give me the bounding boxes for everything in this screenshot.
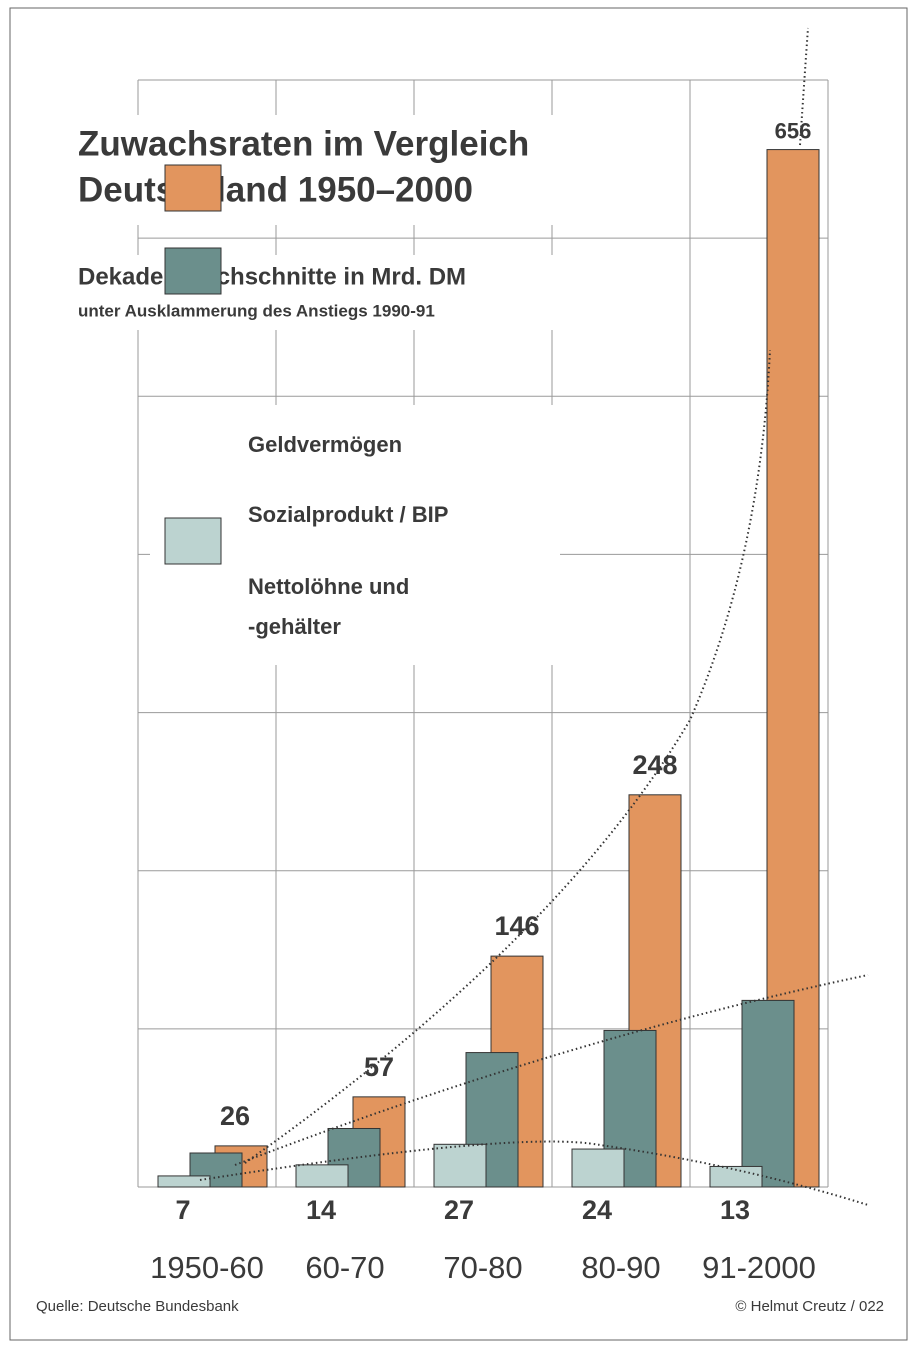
data-label: 57 xyxy=(364,1052,394,1082)
trend-line xyxy=(234,974,869,1166)
bar xyxy=(571,1148,625,1188)
legend-label: Sozialprodukt / BIP xyxy=(248,502,448,527)
x-tick-label: 80-90 xyxy=(581,1250,660,1285)
trend-line xyxy=(244,349,771,1164)
data-label: 24 xyxy=(582,1195,612,1225)
data-label: 7 xyxy=(175,1195,190,1225)
chart-title: Zuwachsraten im Vergleich xyxy=(78,124,529,163)
x-tick-label: 91-2000 xyxy=(702,1250,816,1285)
data-label: 248 xyxy=(632,750,677,780)
frame xyxy=(9,7,908,1341)
subtitle-bg xyxy=(70,255,610,330)
subtitle-note: unter Ausklammerung des Anstiegs 1990-91 xyxy=(78,301,435,320)
legend-swatch xyxy=(164,517,222,565)
bar xyxy=(433,1143,487,1188)
legend-swatch xyxy=(164,247,222,295)
subtitle: Dekadendurchschnitte in Mrd. DM xyxy=(78,263,466,290)
x-tick-label: 1950-60 xyxy=(150,1250,264,1285)
trend-line xyxy=(199,1140,869,1206)
x-tick-label: 60-70 xyxy=(305,1250,384,1285)
data-label: 146 xyxy=(494,911,539,941)
legend-label: -gehälter xyxy=(248,614,341,639)
data-label: 26 xyxy=(220,1101,250,1131)
legend-label: Geldvermögen xyxy=(248,432,402,457)
data-label: 656 xyxy=(775,118,812,143)
bar xyxy=(157,1175,211,1188)
chart-title: Deutschland 1950–2000 xyxy=(78,170,473,209)
bar xyxy=(295,1164,349,1188)
data-label: 27 xyxy=(444,1195,474,1225)
x-tick-label: 70-80 xyxy=(443,1250,522,1285)
bar xyxy=(741,999,795,1188)
data-label: 14 xyxy=(306,1195,336,1225)
legend-swatch xyxy=(164,164,222,212)
data-label: 13 xyxy=(720,1195,750,1225)
copyright: © Helmut Creutz / 022 xyxy=(735,1298,884,1315)
source: Quelle: Deutsche Bundesbank xyxy=(36,1298,239,1315)
legend-label: Nettolöhne und xyxy=(248,574,409,599)
